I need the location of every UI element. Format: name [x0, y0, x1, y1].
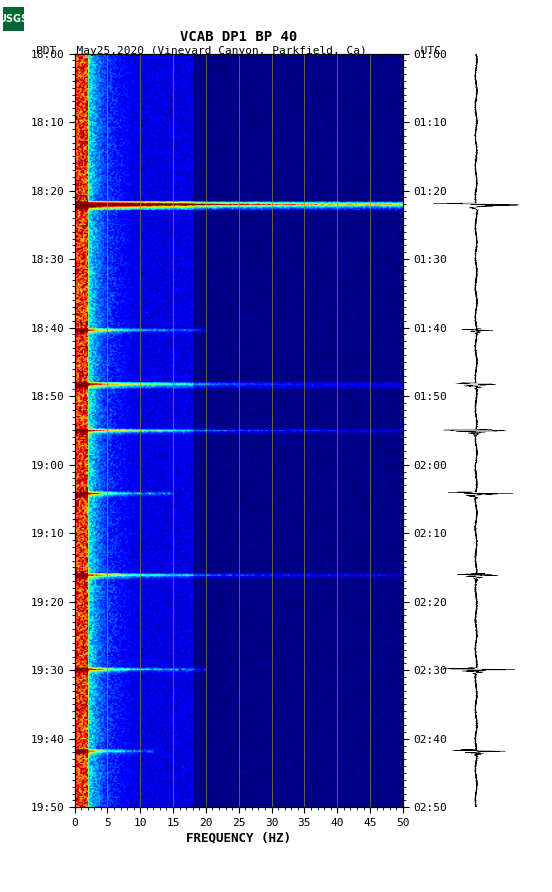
Text: VCAB DP1 BP 40: VCAB DP1 BP 40: [180, 30, 298, 45]
Text: USGS: USGS: [0, 14, 28, 24]
X-axis label: FREQUENCY (HZ): FREQUENCY (HZ): [186, 832, 291, 845]
FancyBboxPatch shape: [3, 7, 24, 31]
Text: PDT   May25,2020 (Vineyard Canyon, Parkfield, Ca)        UTC: PDT May25,2020 (Vineyard Canyon, Parkfie…: [36, 45, 441, 56]
